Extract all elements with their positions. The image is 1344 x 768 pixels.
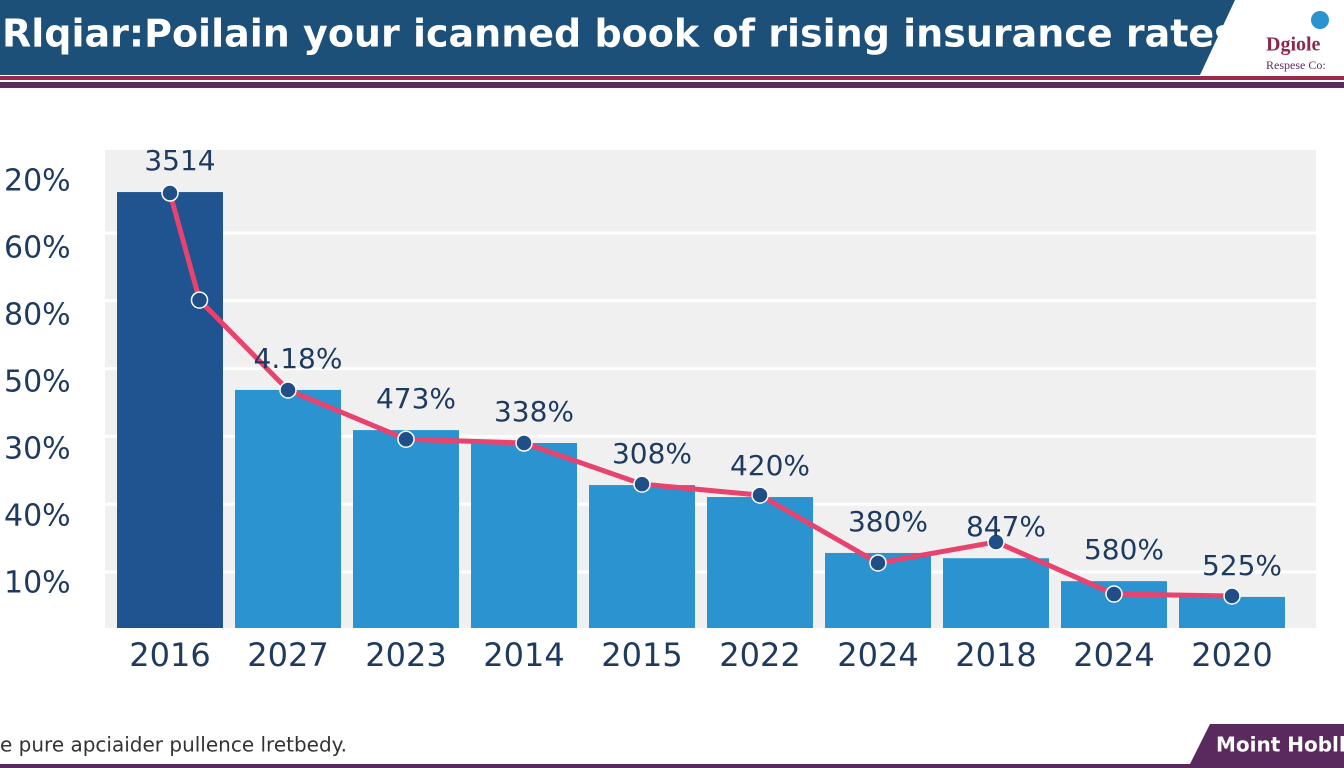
point-label: 380% — [848, 505, 928, 538]
line-marker — [161, 184, 179, 202]
bar — [353, 430, 459, 628]
bar — [589, 485, 695, 628]
y-axis-label: 80% — [4, 298, 71, 333]
point-label: 308% — [612, 437, 692, 470]
header-stripe — [0, 82, 1344, 88]
x-tick-label: 2020 — [1191, 636, 1272, 674]
line-marker — [869, 554, 887, 572]
bar — [235, 389, 341, 628]
point-label: 847% — [966, 510, 1046, 543]
logo-icon — [1311, 11, 1329, 29]
x-tick-label: 2015 — [601, 636, 682, 674]
x-tick-label: 2018 — [955, 636, 1036, 674]
x-tick-label: 2024 — [1073, 636, 1154, 674]
line-marker — [633, 475, 651, 493]
bar — [117, 192, 223, 628]
y-axis-label: 10% — [4, 566, 71, 601]
y-axis-label: 60% — [4, 231, 71, 266]
x-tick-label: 2014 — [483, 636, 564, 674]
x-tick-label: 2016 — [129, 636, 210, 674]
point-label: 473% — [376, 382, 456, 415]
logo-title: Dgiole — [1266, 34, 1321, 56]
footer-note: e pure apciaider pullence lretbedy. — [0, 733, 347, 757]
line-marker — [1105, 585, 1123, 603]
footer-stripe — [0, 764, 1344, 768]
footer-brand-box — [1190, 724, 1344, 764]
line-marker — [279, 381, 297, 399]
y-axis-label: 30% — [4, 432, 71, 467]
footer-brand: Moint Hoblk — [1216, 733, 1344, 757]
point-label: 3514 — [144, 144, 215, 177]
chart-title: Rlqiar:Poilain your icanned book of risi… — [2, 12, 1237, 56]
x-tick-label: 2024 — [837, 636, 918, 674]
x-tick-label: 2023 — [365, 636, 446, 674]
point-label: 420% — [730, 449, 810, 482]
logo-subtitle: Respese Co: — [1266, 58, 1326, 72]
line-marker — [751, 486, 769, 504]
point-label: 338% — [494, 395, 574, 428]
y-axis-label: 50% — [4, 365, 71, 400]
point-label: 580% — [1084, 533, 1164, 566]
point-label: 525% — [1202, 549, 1282, 582]
y-axis-label: 40% — [4, 499, 71, 534]
header-stripe — [0, 76, 1344, 80]
line-marker — [987, 533, 1005, 551]
line-marker — [1223, 587, 1241, 605]
x-tick-label: 2022 — [719, 636, 800, 674]
line-marker — [397, 430, 415, 448]
bar — [707, 497, 813, 628]
point-label: 4.18% — [254, 342, 343, 375]
line-marker — [515, 434, 533, 452]
x-tick-label: 2027 — [247, 636, 328, 674]
line-marker — [190, 291, 209, 309]
bar — [943, 558, 1049, 628]
bar — [471, 443, 577, 628]
y-axis-label: 20% — [4, 164, 71, 199]
header-banner — [0, 0, 1235, 75]
